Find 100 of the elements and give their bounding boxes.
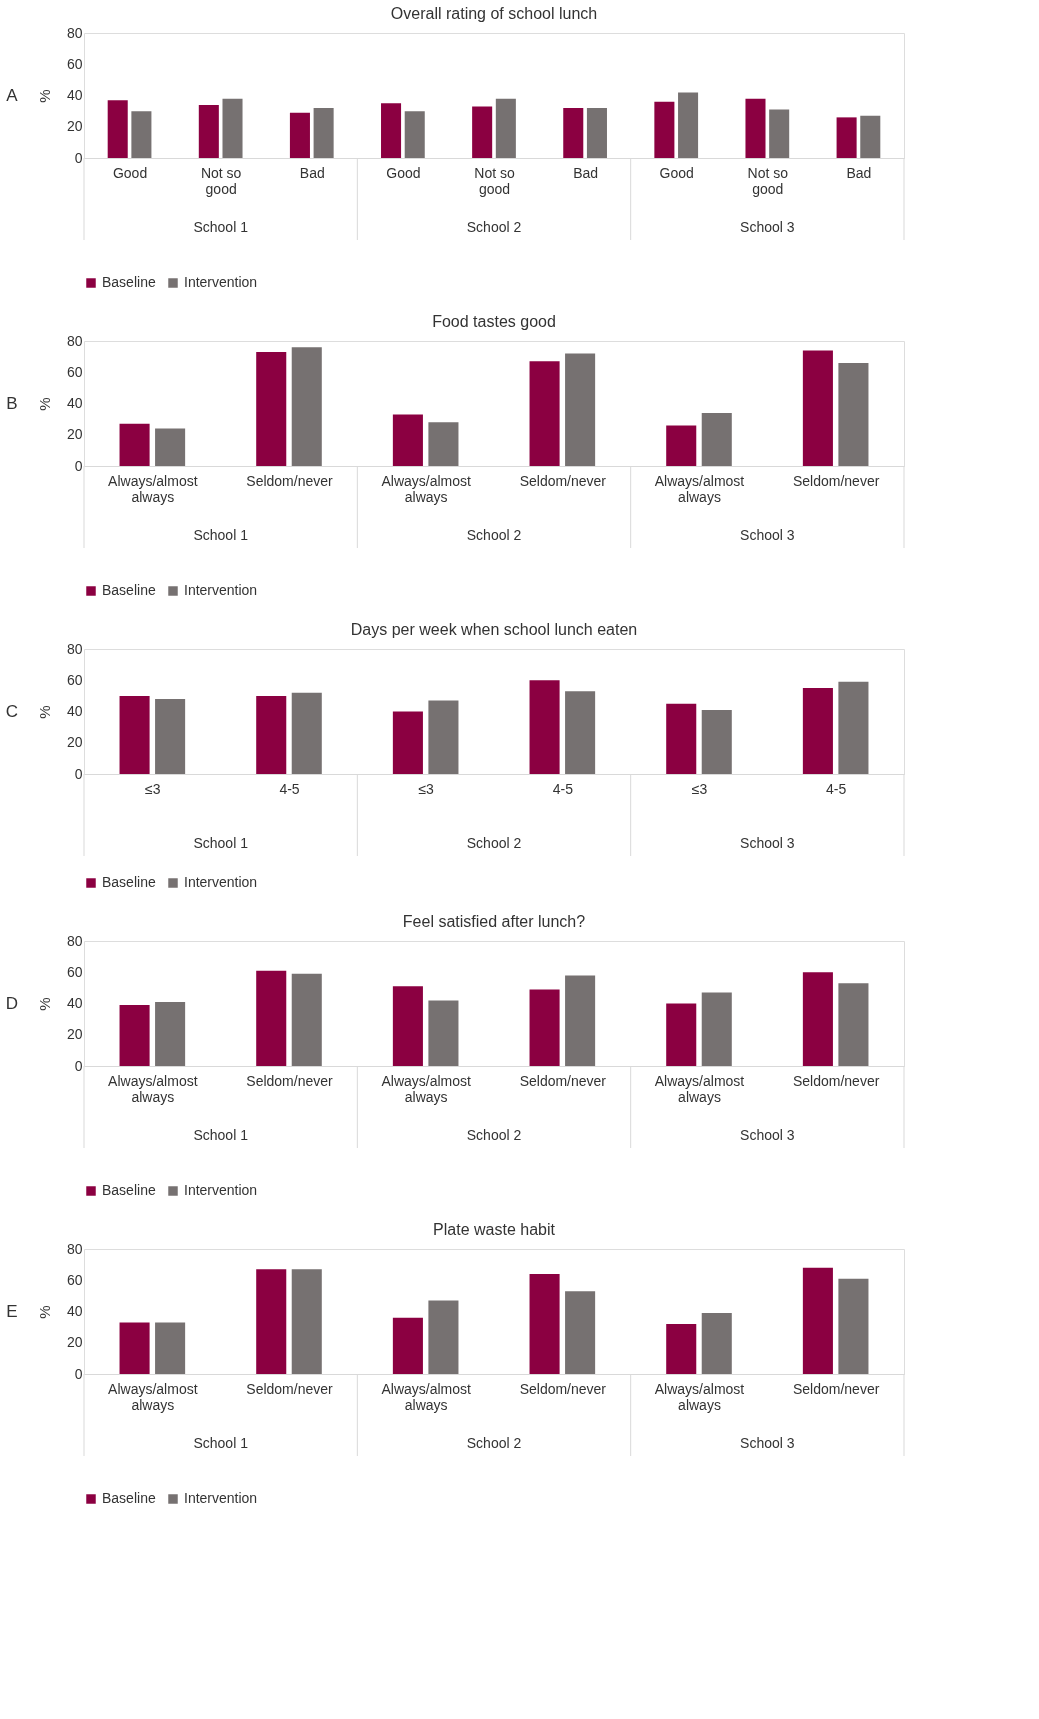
bar [802, 1267, 833, 1374]
x-tick-label: Always/almost always [654, 1380, 745, 1413]
x-tick-label: Bad [299, 164, 325, 181]
bar [119, 423, 150, 466]
x-tick-label: Always/almost always [381, 472, 472, 505]
bar [256, 351, 287, 466]
bar [701, 1313, 732, 1374]
x-tick-label: Bad [573, 164, 599, 181]
y-tick-label: 80 [66, 640, 83, 657]
bar [381, 103, 402, 158]
x-tick-label: Always/almost always [381, 1380, 472, 1413]
bar [838, 983, 869, 1066]
bar [428, 1000, 459, 1066]
bar [119, 695, 150, 774]
bar [529, 361, 560, 466]
bar [565, 1291, 596, 1374]
legend-label: Baseline [102, 274, 156, 290]
text: School 2 [466, 835, 522, 851]
y-tick-label: 60 [66, 363, 83, 380]
x-tick-label: Seldom/never [519, 1380, 607, 1397]
chart-title: Overall rating of school lunch [390, 5, 598, 22]
x-tick-label: Seldom/never [246, 472, 334, 489]
x-tick-label: Always/almost always [654, 472, 745, 505]
chart-title: Days per week when school lunch eaten [350, 621, 638, 638]
y-tick-label: 80 [66, 932, 83, 949]
bar [666, 1003, 697, 1066]
legend-label: Baseline [102, 874, 156, 890]
bar [563, 108, 584, 158]
x-tick-label: ≤3 [418, 780, 435, 797]
y-tick-label: 20 [66, 118, 83, 135]
text: School 1 [193, 527, 249, 543]
bar [155, 1001, 186, 1066]
bar [256, 970, 287, 1066]
bar [565, 975, 596, 1066]
y-tick-label: 0 [74, 1057, 83, 1074]
x-tick-label: Seldom/never [792, 472, 880, 489]
bar [119, 1005, 150, 1066]
text: School 1 [193, 1127, 249, 1143]
bar [472, 106, 493, 158]
x-tick-label: Always/almost always [108, 1072, 198, 1105]
text: School 1 [193, 1435, 249, 1451]
y-tick-label: 20 [66, 426, 83, 443]
x-tick-label: 4-5 [279, 780, 300, 797]
bar [565, 353, 596, 466]
y-tick-label: 40 [66, 995, 83, 1011]
y-tick-label: 0 [74, 457, 83, 474]
text: C [5, 701, 19, 721]
bar [256, 1269, 287, 1374]
text: School 3 [740, 835, 795, 851]
y-tick-label: 20 [66, 1334, 83, 1351]
x-tick-label: Good [112, 164, 148, 181]
y-tick-label: 20 [66, 734, 83, 751]
x-tick-label: Seldom/never [792, 1072, 880, 1089]
x-tick-label: Good [386, 164, 421, 181]
y-tick-label: 80 [66, 24, 83, 41]
text: School 2 [466, 527, 522, 543]
bar [428, 422, 459, 466]
legend-label: Baseline [102, 582, 156, 598]
x-tick-label: 4-5 [826, 780, 847, 797]
bar [404, 111, 425, 158]
y-axis-title: % [35, 997, 53, 1011]
x-tick-label: ≤3 [145, 780, 161, 797]
chart-title: Food tastes good [432, 313, 556, 330]
bar [392, 711, 423, 774]
bar [291, 347, 322, 466]
bar [529, 1274, 560, 1374]
bar [836, 117, 857, 158]
x-tick-label: Seldom/never [792, 1380, 880, 1397]
text: School 2 [466, 219, 522, 235]
bar [392, 414, 423, 466]
y-tick-label: 60 [66, 963, 83, 980]
bar [678, 92, 699, 158]
text: School 3 [740, 1435, 795, 1451]
y-axis-title: % [35, 1305, 53, 1319]
chart-title: Plate waste habit [433, 1221, 556, 1238]
text: B [6, 393, 18, 413]
y-tick-label: 40 [66, 87, 83, 103]
bar [802, 972, 833, 1066]
bar [291, 692, 322, 774]
bar [666, 1324, 697, 1374]
y-tick-label: 0 [74, 149, 83, 166]
bar [745, 98, 766, 158]
y-axis-title: % [35, 89, 53, 103]
bar [802, 688, 833, 774]
text: School 3 [740, 527, 795, 543]
bar [392, 1317, 423, 1374]
x-tick-label: 4-5 [552, 780, 574, 797]
bar [495, 98, 516, 158]
bar [313, 108, 334, 158]
x-tick-label: Seldom/never [246, 1072, 334, 1089]
bar [256, 695, 287, 774]
x-tick-label: Always/almost always [381, 1072, 472, 1105]
chart-title: Feel satisfied after lunch? [402, 913, 586, 930]
x-tick-label: Seldom/never [519, 472, 607, 489]
text: D [5, 993, 19, 1013]
y-tick-label: 80 [66, 332, 83, 349]
y-tick-label: 60 [66, 55, 83, 72]
y-tick-label: 40 [66, 395, 83, 411]
bar [701, 992, 732, 1066]
x-tick-label: Always/almost always [654, 1072, 745, 1105]
